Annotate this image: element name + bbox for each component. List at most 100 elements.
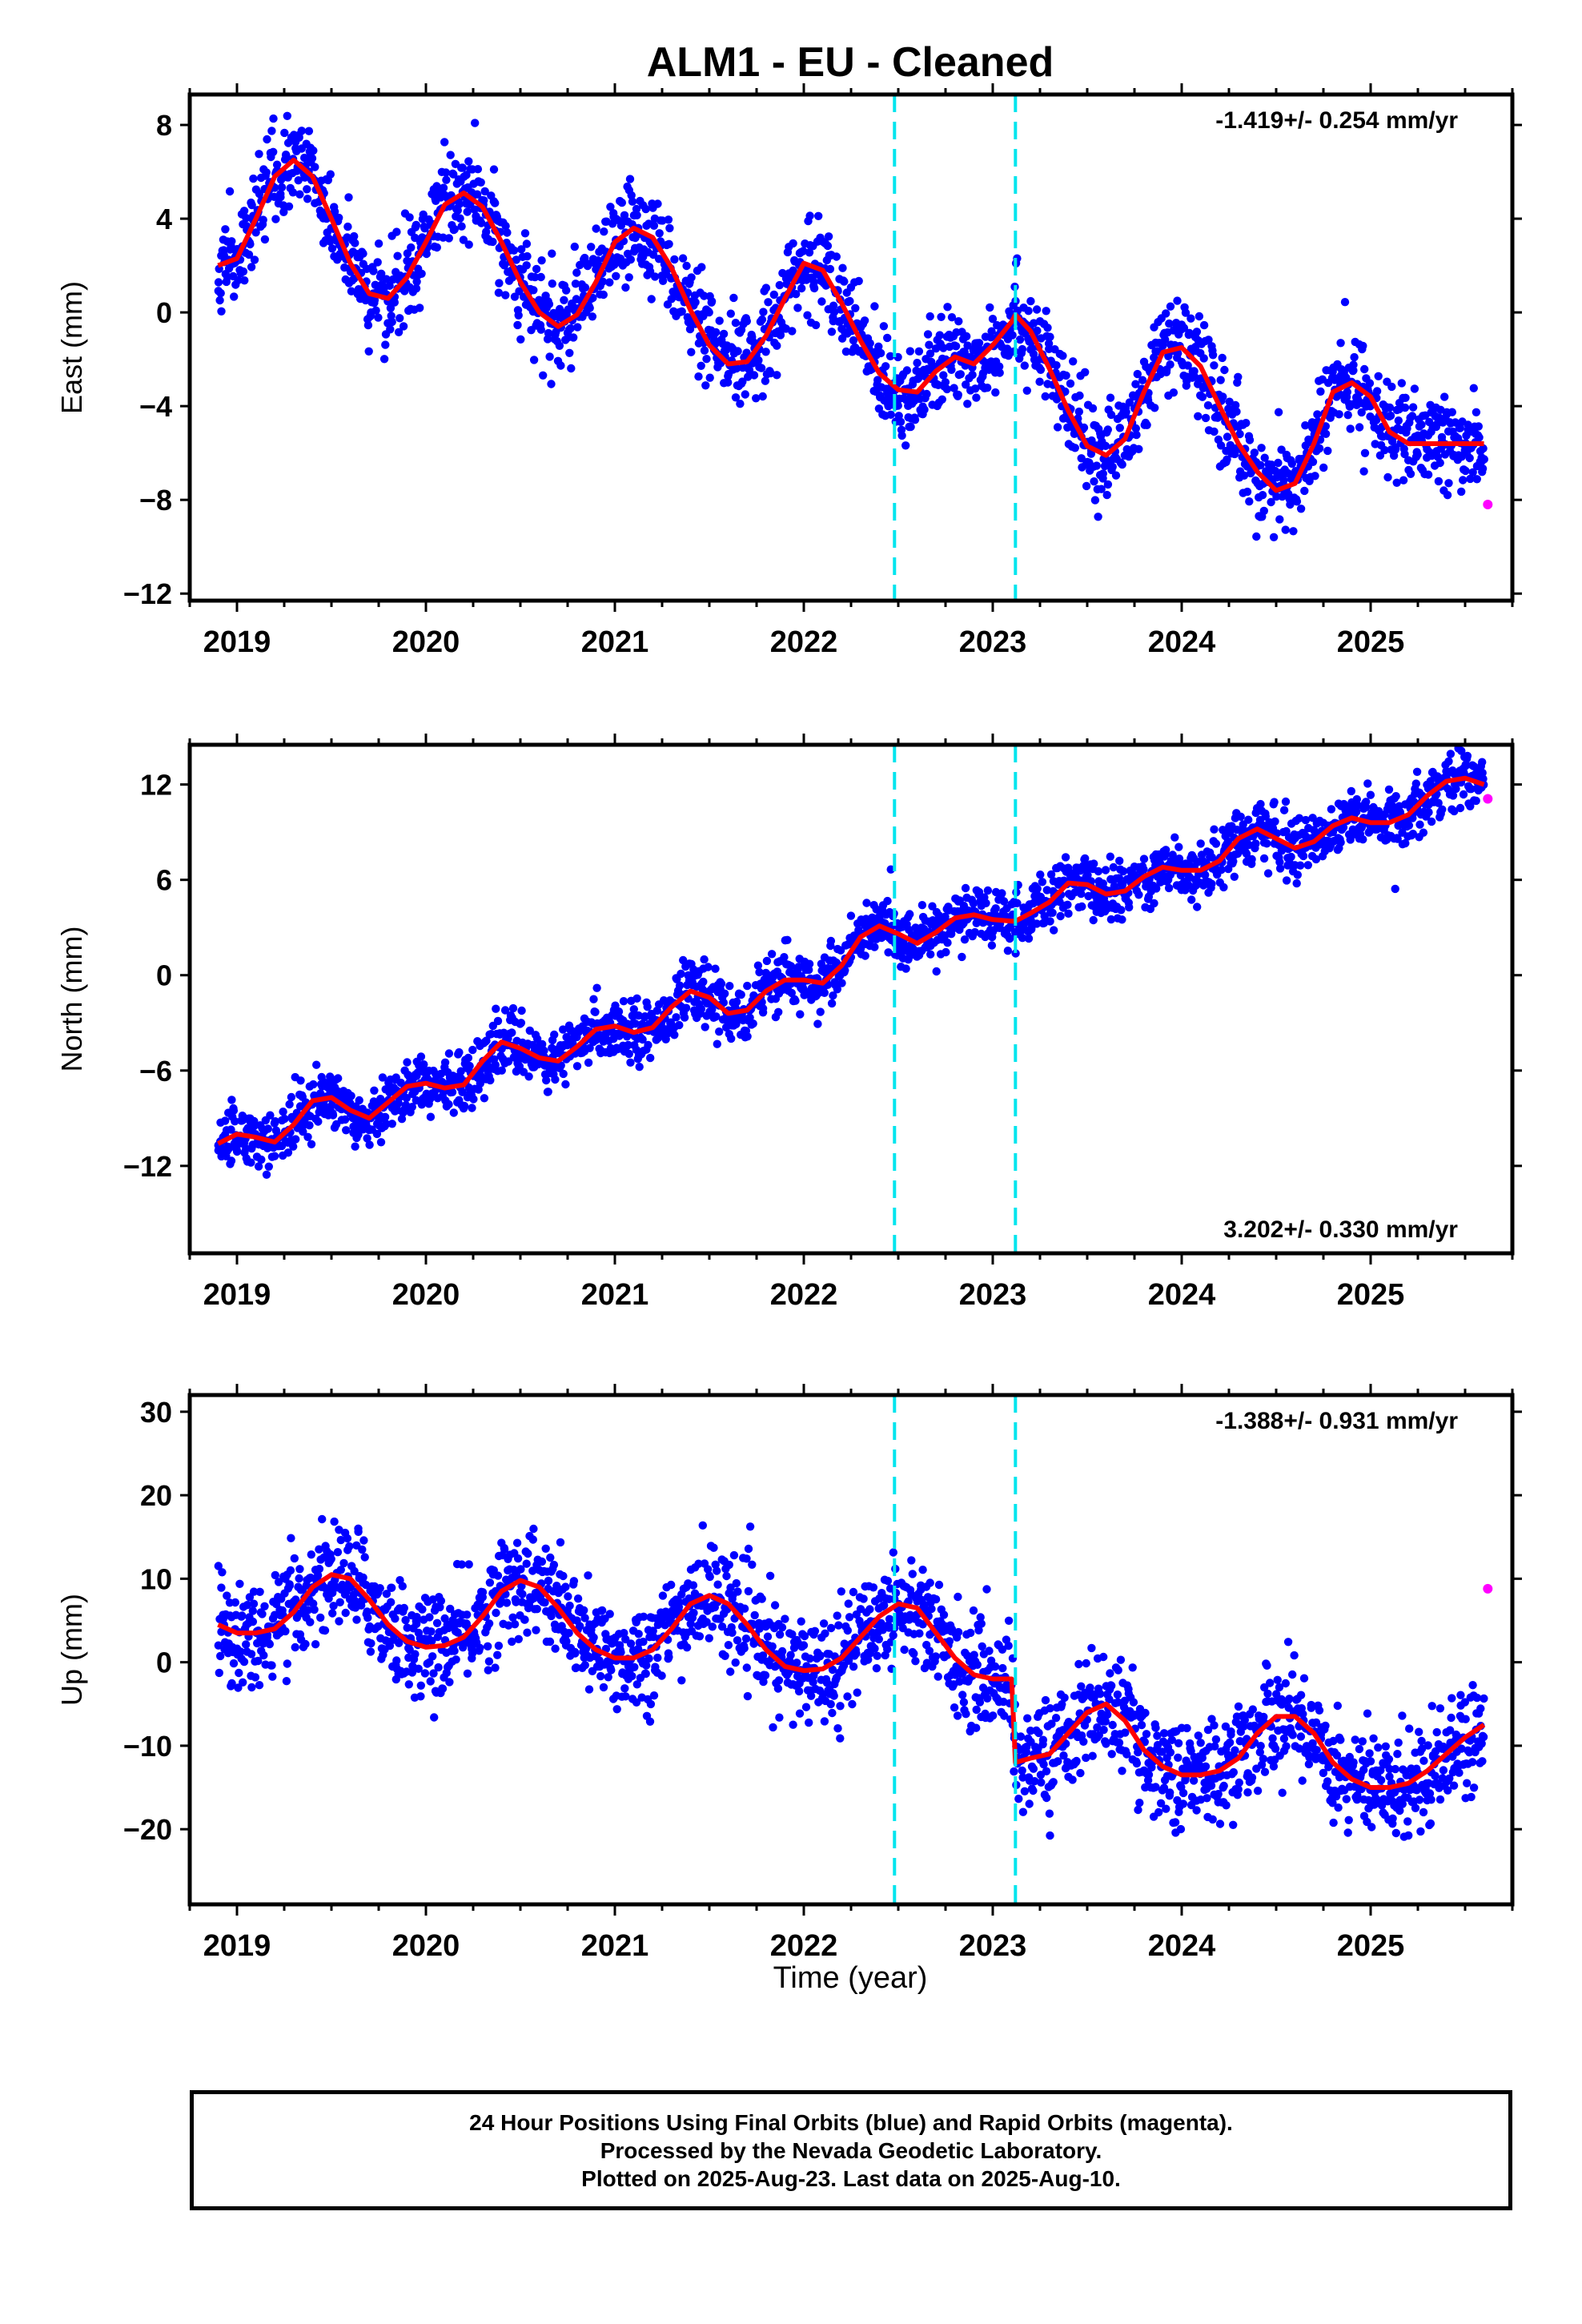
data-point [917,901,927,910]
data-point [1296,861,1305,870]
data-point [1132,430,1141,440]
data-point [400,1603,408,1613]
data-point [217,1627,226,1636]
data-point [320,1626,330,1635]
data-point [369,267,378,275]
data-point [464,240,473,249]
data-point [221,1116,230,1125]
data-point [1152,884,1161,893]
data-point [1075,391,1084,400]
data-point [537,256,546,265]
data-point [387,312,396,320]
data-point [234,275,243,284]
data-point [1270,798,1279,806]
y-axis-title: North (mm) [55,927,88,1072]
data-point [223,1591,231,1600]
x-tick-label: 2025 [1337,1278,1405,1312]
data-point [403,1058,412,1067]
data-point [412,1613,421,1622]
data-point [697,361,705,370]
data-point [386,325,395,334]
data-point [522,1559,531,1568]
data-point [838,263,847,272]
data-point [1231,400,1240,410]
data-point [1223,837,1233,846]
data-point [823,241,833,251]
data-point [1448,791,1458,800]
data-point [473,165,483,174]
data-point [459,235,468,244]
data-point [1269,533,1279,541]
data-point [712,328,721,337]
data-point [1323,446,1332,456]
data-point [1106,915,1116,924]
data-point [251,228,260,237]
data-point [805,248,814,257]
data-point [1391,792,1400,801]
data-point [1257,444,1266,452]
data-point [943,303,952,312]
data-point [500,261,509,270]
data-point [1074,407,1084,416]
data-point [757,315,767,324]
data-point [1118,460,1126,469]
data-point [542,1076,551,1085]
data-point [755,967,764,977]
data-point [464,157,473,166]
data-point [773,371,781,380]
data-point [418,1605,427,1614]
data-point [580,1661,589,1670]
data-point [339,1558,348,1568]
data-point [685,324,695,334]
data-point [592,983,601,992]
data-point [1235,429,1244,439]
data-point [350,1566,359,1576]
y-tick-label: −6 [139,1055,172,1088]
data-point [995,368,1004,377]
data-point [532,264,541,274]
data-point [269,147,278,156]
x-tick-label: 2019 [203,1278,271,1312]
data-point [829,308,839,316]
data-point [1349,360,1358,369]
data-point [1134,444,1143,453]
data-point [229,1659,239,1668]
data-point [913,359,921,368]
data-point [355,1096,363,1105]
data-point [1286,500,1295,509]
data-point [516,1565,525,1574]
data-point [1303,861,1313,870]
data-point [309,146,318,155]
data-point [670,255,679,264]
data-point [239,1678,247,1687]
data-point [227,1125,235,1134]
data-point [414,1664,423,1673]
data-point [697,263,706,271]
data-point [327,1100,336,1110]
data-point [460,1101,469,1111]
data-point [1033,884,1042,893]
data-point [743,1032,752,1041]
data-point [1106,393,1115,402]
data-point [263,1124,272,1133]
data-point [1359,835,1367,844]
data-point [1308,457,1318,466]
data-point [665,223,674,233]
data-point [1185,328,1194,337]
y-tick-label: 0 [156,959,172,992]
data-point [501,222,510,231]
data-point [731,319,741,328]
data-point [1166,302,1175,311]
data-point [1195,312,1204,321]
y-tick-label: −4 [139,390,172,423]
data-point [295,1574,303,1583]
data-point [291,1642,299,1652]
data-point [529,286,538,295]
data-point [625,175,635,183]
data-point [1041,392,1050,401]
data-point [1472,475,1482,484]
data-point [509,246,519,255]
data-point [555,341,564,350]
y-tick-label: 12 [140,769,172,802]
